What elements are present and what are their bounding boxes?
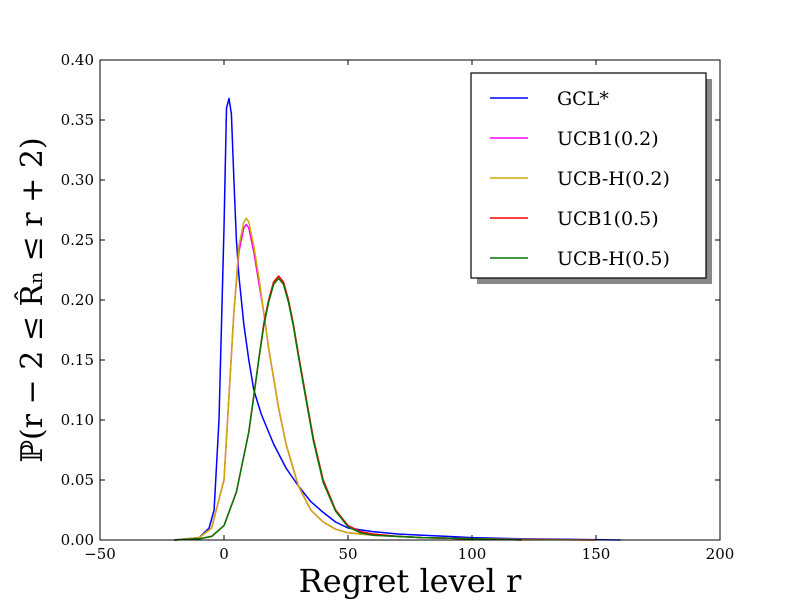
y-tick-label: 0.20 xyxy=(61,291,94,309)
legend-box xyxy=(470,72,707,279)
legend-label: UCB1(0.5) xyxy=(557,208,659,230)
x-tick-label: 150 xyxy=(582,545,611,563)
legend-entries: GCL* UCB1(0.2) UCB-H(0.2) UCB1(0.5) UCB-H(0.… xyxy=(490,88,670,270)
series-line-0 xyxy=(174,97,621,541)
legend: GCL* UCB1(0.2) UCB-H(0.2) UCB1(0.5) UCB-H(0.… xyxy=(470,72,712,284)
legend-label: UCB-H(0.2) xyxy=(557,168,670,190)
x-tick-label: 50 xyxy=(338,545,357,563)
x-axis-label: Regret level r xyxy=(299,562,522,600)
x-tick-label: 100 xyxy=(458,545,487,563)
legend-label: GCL* xyxy=(557,88,609,110)
y-tick-label: 0.30 xyxy=(61,171,94,189)
y-tick-label: 0.15 xyxy=(61,351,94,369)
y-axis-label: ℙ(r − 2 ≤ R̂ₙ ≤ r + 2) xyxy=(15,137,50,462)
x-tick-label: 0 xyxy=(219,545,229,563)
x-tick-label: −50 xyxy=(84,545,116,563)
y-tick-label: 0.05 xyxy=(61,471,94,489)
ticks-layer: −50 0 50 100 150 200 0.00 0.05 0.10 0.15 0.20 0.25 0… xyxy=(61,51,735,563)
legend-label: UCB1(0.2) xyxy=(557,128,659,150)
x-tick-label: 200 xyxy=(706,545,735,563)
series-layer xyxy=(174,97,621,541)
legend-label: UCB-H(0.5) xyxy=(557,248,670,270)
series-line-4 xyxy=(174,277,522,541)
y-tick-label: 0.25 xyxy=(61,231,94,249)
y-tick-label: 0.35 xyxy=(61,111,94,129)
y-tick-label: 0.40 xyxy=(61,51,94,69)
y-tick-label: 0.00 xyxy=(61,531,94,549)
y-tick-label: 0.10 xyxy=(61,411,94,429)
